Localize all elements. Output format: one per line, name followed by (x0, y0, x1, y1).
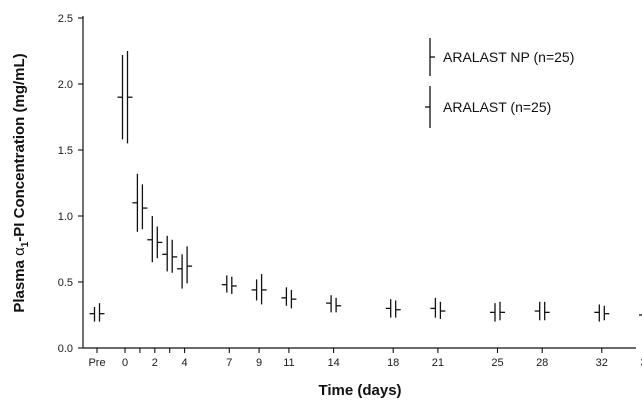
x-tick-label: 28 (536, 357, 548, 369)
y-tick-label: 2.5 (58, 13, 73, 25)
x-tick-label: 7 (226, 357, 232, 369)
chart-marks (89, 51, 642, 322)
legend: ARALAST NP (n=25) ARALAST (n=25) (425, 38, 574, 128)
y-axis-title-part-1: Plasma (11, 256, 28, 313)
x-tick-label: 32 (596, 357, 608, 369)
y-axis-title-part-2: -PI Concentration (mg/mL) (11, 53, 28, 241)
y-tick-label: 1.5 (58, 145, 73, 157)
y-tick-label: 2.0 (58, 79, 73, 91)
y-axis-title-subscript: 1 (20, 241, 31, 247)
series-2 (89, 54, 642, 322)
y-axis-title: Plasma α1-PI Concentration (mg/mL) (11, 53, 31, 312)
x-tick-label: 35 (640, 357, 642, 369)
x-tick-label: 14 (327, 357, 339, 369)
x-tick-label: 11 (283, 357, 294, 369)
x-tick-label: 18 (387, 357, 399, 369)
legend-label: ARALAST (n=25) (443, 99, 551, 115)
y-tick-label: 1.0 (58, 211, 73, 223)
x-tick-label: 25 (491, 357, 503, 369)
y-tick-label: 0.5 (58, 277, 73, 289)
axes: 0.0 0.5 1.0 1.5 2.0 2.5 Pre 0 2 4 7 9 11 14 18 21 25 28 32… (58, 13, 642, 369)
y-tick-label: 0.0 (58, 343, 73, 355)
legend-label: ARALAST NP (n=25) (443, 49, 574, 65)
x-tick-label: 4 (182, 357, 188, 369)
series-1 (98, 51, 610, 322)
y-axis-title-alpha: α (11, 247, 28, 256)
x-tick-label: Pre (88, 357, 105, 369)
x-axis-title: Time (days) (318, 382, 401, 399)
x-tick-label: 9 (256, 357, 262, 369)
x-tick-label: 2 (152, 357, 158, 369)
x-tick-label: 0 (122, 357, 128, 369)
x-tick-label: 21 (432, 357, 444, 369)
